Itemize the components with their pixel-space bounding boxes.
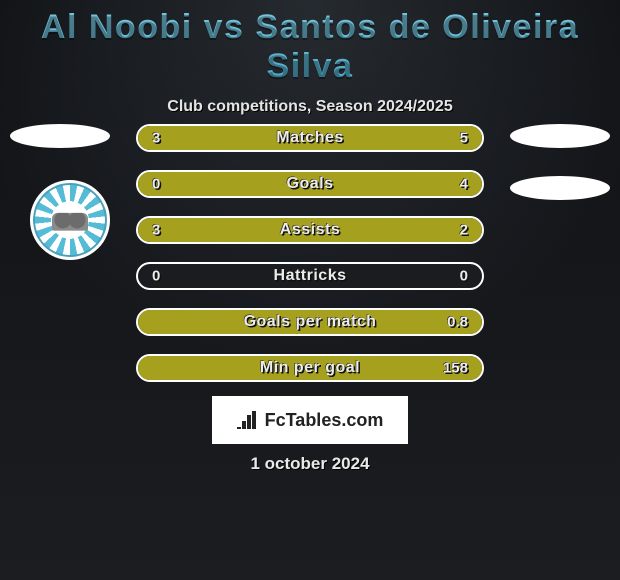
- stat-row: Goals per match 0.8: [136, 308, 484, 336]
- stat-value-right: 0: [460, 268, 468, 285]
- player-left-badge-placeholder: [10, 124, 110, 148]
- stat-label: Assists: [280, 221, 340, 239]
- stat-row: 3 Matches 5: [136, 124, 484, 152]
- stat-label: Goals: [287, 175, 334, 193]
- stat-value-right: 2: [460, 222, 468, 239]
- player-right-badge-2-placeholder: [510, 176, 610, 200]
- stat-row: 0 Goals 4: [136, 170, 484, 198]
- stat-value-left: 3: [152, 222, 160, 239]
- player-right-badge-1-placeholder: [510, 124, 610, 148]
- stat-label: Goals per match: [244, 313, 377, 331]
- stat-label: Hattricks: [274, 267, 347, 285]
- date-text: 1 october 2024: [250, 454, 369, 474]
- stat-value-right: 5: [460, 130, 468, 147]
- branding-spark-icon: [237, 411, 259, 429]
- club-logo-left: [30, 180, 110, 260]
- stat-value-right: 158: [443, 360, 468, 377]
- stat-row: 3 Assists 2: [136, 216, 484, 244]
- stat-row: Min per goal 158: [136, 354, 484, 382]
- stat-row: 0 Hattricks 0: [136, 262, 484, 290]
- stat-value-right: 0.8: [447, 314, 468, 331]
- stats-container: 3 Matches 5 0 Goals 4 3 Assists 2 0 Hattricks 0 Goal…: [136, 124, 484, 400]
- subtitle: Club competitions, Season 2024/2025: [0, 98, 620, 116]
- page-title: Al Noobi vs Santos de Oliveira Silva: [0, 0, 620, 86]
- stat-value-right: 4: [460, 176, 468, 193]
- stat-value-left: 0: [152, 176, 160, 193]
- branding-text: FcTables.com: [265, 410, 384, 431]
- stat-label: Min per goal: [260, 359, 360, 377]
- branding-badge: FcTables.com: [212, 396, 408, 444]
- stat-value-left: 0: [152, 268, 160, 285]
- stat-value-left: 3: [152, 130, 160, 147]
- stat-label: Matches: [276, 129, 344, 147]
